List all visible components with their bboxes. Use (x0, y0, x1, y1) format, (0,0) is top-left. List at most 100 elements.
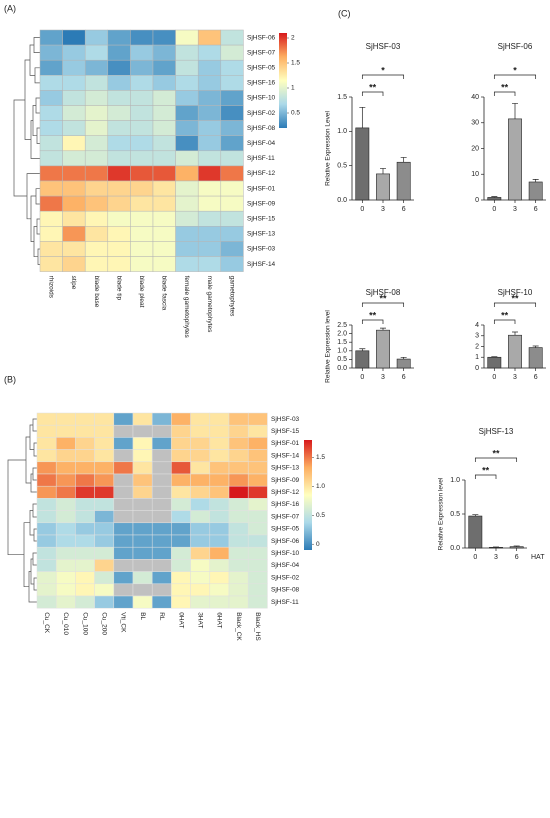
y-tick-label: 2 (475, 343, 479, 350)
heatmap-cell (132, 546, 153, 560)
column-label: Vti_CK (120, 612, 127, 633)
error-bar (400, 356, 407, 360)
significance-bracket (361, 302, 405, 307)
significance-bracket (493, 91, 516, 96)
heatmap-cell (55, 595, 76, 609)
heatmap-cell (62, 44, 86, 61)
significance-label: ** (369, 310, 377, 320)
heatmap-cell (197, 226, 222, 242)
heatmap-cell (151, 534, 172, 548)
heatmap-cell (75, 473, 95, 487)
column-label: rhizoids (48, 276, 55, 299)
heatmap-cell (130, 44, 154, 61)
significance-label: ** (482, 465, 490, 475)
heatmap-cell (228, 498, 249, 511)
heatmap-cell (94, 473, 115, 487)
error-bar (380, 327, 386, 331)
y-tick-label: 0.5 (337, 356, 347, 363)
heatmap-cell (113, 449, 134, 463)
heatmap-cell (197, 90, 222, 106)
heatmap-cell (55, 498, 76, 511)
heatmap-cell (75, 437, 95, 450)
heatmap-cell (55, 583, 76, 597)
heatmap-cell (36, 461, 57, 475)
heatmap-cell (62, 105, 86, 121)
heatmap-cell (228, 437, 249, 450)
heatmap-cell (84, 29, 109, 46)
y-tick-label: 0 (475, 197, 479, 204)
heatmap-cell (113, 595, 134, 609)
y-tick-label: 0 (475, 365, 479, 372)
heatmap-cell (113, 498, 134, 511)
heatmap-cell (62, 135, 86, 152)
row-label: SjHSF-07 (271, 513, 300, 520)
heatmap-cell (36, 534, 57, 548)
y-tick-label: 2.0 (337, 330, 347, 337)
row-label: SjHSF-11 (247, 155, 275, 162)
heatmap-cell (228, 559, 249, 572)
heatmap-cell (209, 424, 230, 438)
heatmap-cell (152, 135, 176, 152)
y-tick-label: 20 (471, 145, 479, 152)
heatmap-cell (220, 29, 244, 46)
heatmap-cell (228, 485, 249, 499)
x-tick-label: 6 (402, 206, 406, 213)
heatmap-cell (220, 135, 244, 152)
error-bar (532, 179, 539, 182)
heatmap-cell (130, 195, 154, 212)
heatmap-cell (130, 241, 154, 257)
heatmap-cell (197, 210, 222, 227)
heatmap-cell (175, 135, 199, 152)
significance-label: ** (511, 293, 519, 303)
heatmap-cell (39, 135, 63, 152)
error-bar (491, 196, 498, 198)
heatmap-cell (94, 522, 115, 536)
heatmap-cell (152, 195, 176, 212)
x-tick-label: 6 (402, 374, 406, 381)
heatmap-cell (152, 180, 176, 197)
heatmap-cell (62, 29, 86, 46)
x-tick-label: 6 (534, 206, 538, 213)
heatmap-cell (171, 510, 191, 524)
heatmap-cell (197, 165, 222, 182)
heatmap-cell (228, 583, 249, 597)
row-label: SjHSF-13 (247, 231, 276, 238)
heatmap-cell (151, 498, 172, 511)
heatmap-cell (113, 461, 134, 475)
row-label: SjHSF-11 (271, 599, 299, 606)
y-tick-label: 1.5 (337, 339, 347, 346)
column-label: female gametophytes (183, 276, 190, 339)
y-tick-label: 0.0 (337, 365, 347, 372)
heatmap-cell (209, 595, 230, 609)
heatmap-cell (209, 546, 230, 560)
heatmap-cell (132, 522, 153, 536)
heatmap-cell (62, 210, 86, 227)
heatmap-cell (36, 437, 57, 450)
y-tick-label: 0.5 (450, 511, 460, 518)
x-tick-label: 0 (360, 374, 364, 381)
heatmap-cell (36, 485, 57, 499)
heatmap-cell (107, 135, 131, 152)
heatmap-cell (62, 226, 86, 242)
heatmap-cell (209, 522, 230, 536)
heatmap-cell (94, 546, 115, 560)
heatmap-cell (132, 498, 153, 511)
heatmap-cell (190, 485, 211, 499)
heatmap-cell (84, 135, 109, 152)
column-label: RL (158, 612, 165, 621)
heatmap-cell (171, 449, 191, 463)
heatmap-cell (84, 180, 109, 197)
heatmap-cell (62, 195, 86, 212)
heatmap-cell (247, 498, 268, 511)
heatmap-cell (55, 461, 76, 475)
y-tick-label: 1.0 (337, 348, 347, 355)
heatmap-cell (94, 424, 115, 438)
heatmap-cell (107, 210, 131, 227)
heatmap-cell (62, 256, 86, 272)
heatmap-cell (151, 437, 172, 450)
heatmap-cell (152, 105, 176, 121)
column-label: 3HAT (196, 612, 203, 628)
heatmap-cell (209, 583, 230, 597)
y-tick-label: 1 (475, 354, 479, 361)
x-tick-label: 0 (360, 206, 364, 213)
